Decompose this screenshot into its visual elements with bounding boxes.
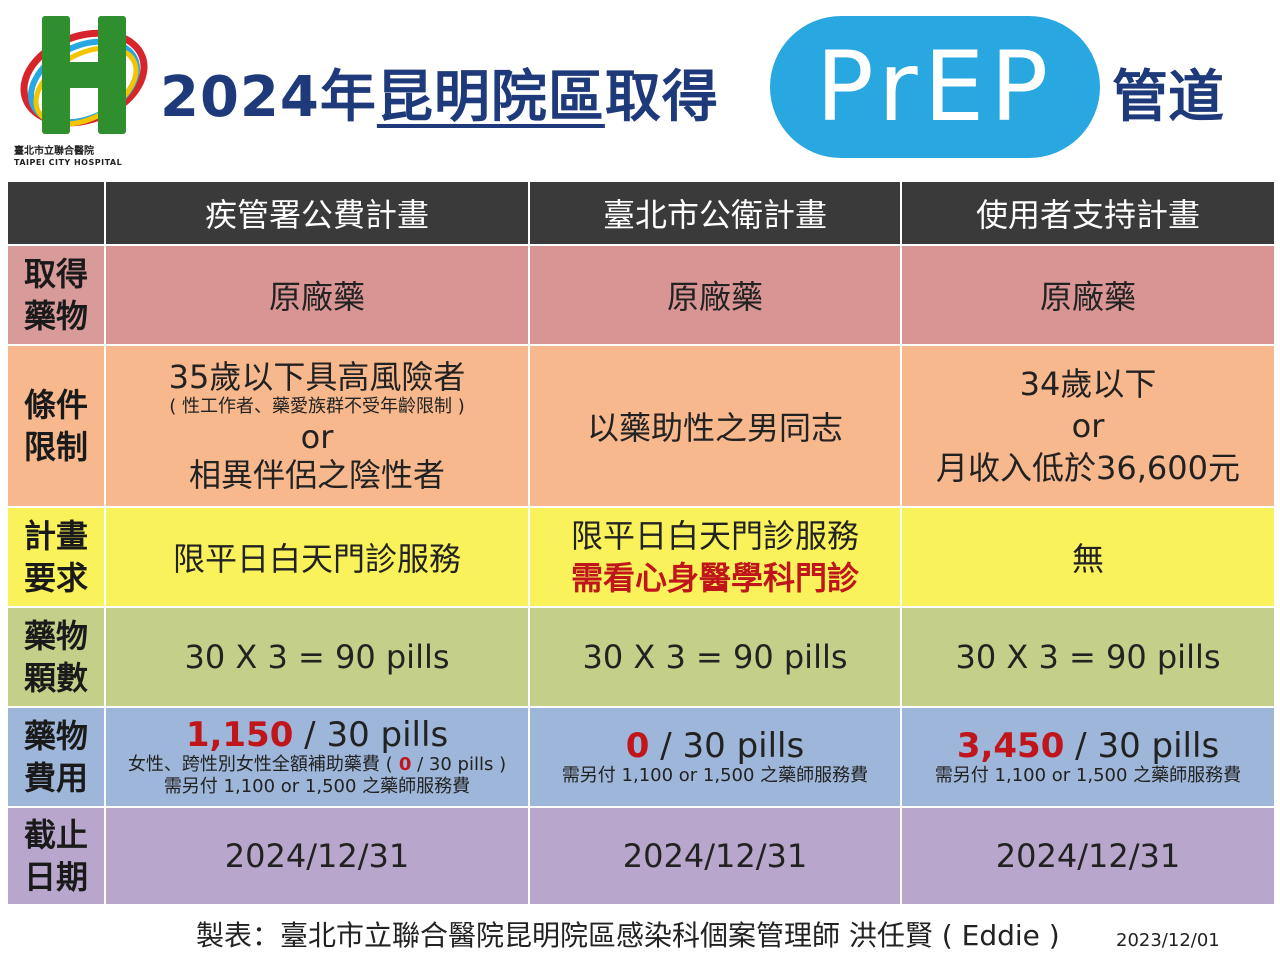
price-taipei: 0 <box>625 726 650 766</box>
footer-date: 2023/12/01 <box>1116 930 1220 951</box>
cell-cost-taipei: 0 / 30 pills 需另付 1,100 or 1,500 之藥師服務費 <box>528 706 902 808</box>
cell-drug-taipei: 原廠藥 <box>528 244 902 346</box>
column-header-cdc: 疾管署公費計畫 <box>104 180 530 246</box>
row-label-pill-count: 藥物 顆數 <box>6 606 106 708</box>
table-corner <box>6 180 106 246</box>
row-label-deadline: 截止 日期 <box>6 806 106 906</box>
title-end: 管道 <box>1112 65 1224 130</box>
prep-badge: PrEP <box>770 16 1100 158</box>
table-row-cost: 藥物 費用 1,150 / 30 pills 女性、跨性別女性全額補助藥費 ( … <box>6 706 1276 808</box>
logo-name-zh: 臺北市立聯合醫院 <box>14 146 94 157</box>
cell-drug-cdc: 原廠藥 <box>104 244 530 346</box>
row-label-conditions: 條件 限制 <box>6 344 106 508</box>
header: 臺北市立聯合醫院 TAIPEI CITY HOSPITAL 2024年昆明院區取… <box>0 0 1280 178</box>
cell-count-user: 30 X 3 = 90 pills <box>900 606 1276 708</box>
row-label-drug: 取得 藥物 <box>6 244 106 346</box>
cell-conditions-user: 34歲以下 or 月收入低於36,600元 <box>900 344 1276 508</box>
title-branch: 昆明院區 <box>376 65 605 130</box>
page-title: 2024年昆明院區取得 <box>160 52 719 133</box>
price-user: 3,450 <box>956 726 1065 766</box>
cell-requirements-user: 無 <box>900 506 1276 608</box>
cell-deadline-user: 2024/12/31 <box>900 806 1276 906</box>
logo-name-en: TAIPEI CITY HOSPITAL <box>14 158 123 167</box>
table-row-conditions: 條件 限制 35歲以下具高風險者 ( 性工作者、藥愛族群不受年齡限制 ) or … <box>6 344 1276 508</box>
cell-deadline-cdc: 2024/12/31 <box>104 806 530 906</box>
table-header-row: 疾管署公費計畫 臺北市公衛計畫 使用者支持計畫 <box>6 180 1276 246</box>
cell-requirements-taipei: 限平日白天門診服務 需看心身醫學科門診 <box>528 506 902 608</box>
row-label-cost: 藥物 費用 <box>6 706 106 808</box>
cell-count-taipei: 30 X 3 = 90 pills <box>528 606 902 708</box>
row-label-requirements: 計畫 要求 <box>6 506 106 608</box>
table-row-deadline: 截止 日期 2024/12/31 2024/12/31 2024/12/31 <box>6 806 1276 906</box>
cell-conditions-taipei: 以藥助性之男同志 <box>528 344 902 508</box>
table-row-pill-count: 藥物 顆數 30 X 3 = 90 pills 30 X 3 = 90 pill… <box>6 606 1276 708</box>
cell-count-cdc: 30 X 3 = 90 pills <box>104 606 530 708</box>
title-year: 2024年 <box>160 65 377 130</box>
column-header-user: 使用者支持計畫 <box>900 180 1276 246</box>
title-rest: 取得 <box>604 65 719 130</box>
column-header-taipei: 臺北市公衛計畫 <box>528 180 902 246</box>
cell-requirements-cdc: 限平日白天門診服務 <box>104 506 530 608</box>
table-row-requirements: 計畫 要求 限平日白天門診服務 限平日白天門診服務 需看心身醫學科門診 無 <box>6 506 1276 608</box>
cell-conditions-cdc: 35歲以下具高風險者 ( 性工作者、藥愛族群不受年齡限制 ) or 相異伴侶之陰… <box>104 344 530 508</box>
hospital-logo-icon <box>20 16 148 134</box>
cell-cost-user: 3,450 / 30 pills 需另付 1,100 or 1,500 之藥師服… <box>900 706 1276 808</box>
table-row-drug: 取得 藥物 原廠藥 原廠藥 原廠藥 <box>6 244 1276 346</box>
prep-comparison-table: 疾管署公費計畫 臺北市公衛計畫 使用者支持計畫 取得 藥物 原廠藥 原廠藥 原廠… <box>6 180 1276 906</box>
price-cdc: 1,150 <box>185 715 294 755</box>
footer-credit: 製表：臺北市立聯合醫院昆明院區感染科個案管理師 洪任賢 ( Eddie ) <box>196 919 1060 952</box>
cell-drug-user: 原廠藥 <box>900 244 1276 346</box>
cell-deadline-taipei: 2024/12/31 <box>528 806 902 906</box>
cell-cost-cdc: 1,150 / 30 pills 女性、跨性別女性全額補助藥費 ( 0 / 30… <box>104 706 530 808</box>
logo-caption: 臺北市立聯合醫院 TAIPEI CITY HOSPITAL <box>14 146 122 168</box>
